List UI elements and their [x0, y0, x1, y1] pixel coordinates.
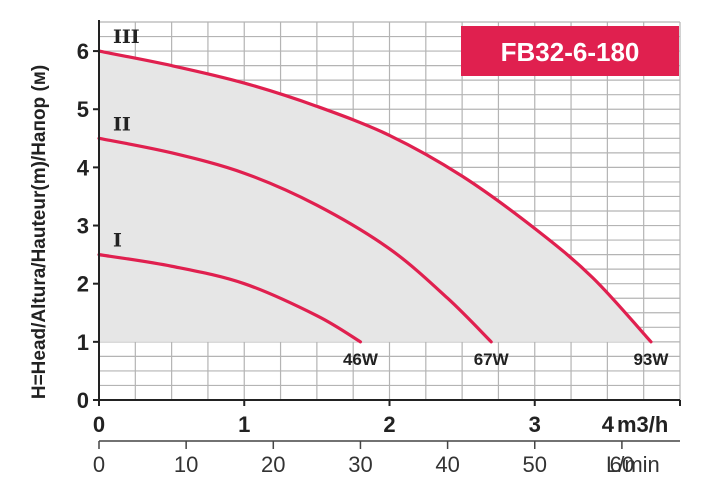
- x-axis-unit-label: m3/h: [617, 412, 668, 437]
- x2-tick-label: 60: [610, 452, 634, 477]
- y-tick-label: 0: [77, 388, 89, 413]
- x-tick-label: 0: [93, 412, 105, 437]
- x-tick-labels: 0 1 2 3 4: [93, 400, 681, 437]
- curve-power-label: 67W: [474, 350, 510, 369]
- x-tick-label: 4: [602, 412, 615, 437]
- chart-title: FB32-6-180: [501, 37, 640, 67]
- x2-tick-label: 40: [435, 452, 459, 477]
- y-tick-labels: 0 1 2 3 4 5 6: [77, 39, 99, 413]
- y-axis-label: H=Head/Altura/Hauteur(m)/Напор (м): [29, 65, 50, 399]
- x-tick-label: 1: [238, 412, 250, 437]
- curve-labels: I 46W II 67W III 93W: [113, 26, 669, 369]
- x2-axis-unit-label: L/min: [606, 452, 660, 477]
- x-tick-label: 3: [529, 412, 541, 437]
- x2-tick-label: 0: [93, 452, 105, 477]
- y-tick-label: 2: [77, 272, 89, 297]
- curves: [97, 49, 653, 344]
- y-tick-label: 6: [77, 39, 89, 64]
- x2-tick-label: 30: [348, 452, 372, 477]
- y-tick-label: 1: [77, 330, 89, 355]
- curve-name-label: I: [113, 230, 122, 252]
- x2-tick-label: 20: [261, 452, 285, 477]
- curve-I: [97, 253, 363, 344]
- title-badge-background: [461, 26, 679, 76]
- y-tick-label: 5: [77, 97, 89, 122]
- curve-II: [97, 136, 493, 344]
- curve-name-label: II: [113, 113, 131, 135]
- curve-III: [97, 49, 653, 344]
- curve-power-label: 93W: [633, 350, 669, 369]
- y-tick-label: 3: [77, 214, 89, 239]
- operating-area: [99, 51, 651, 342]
- x-tick-label: 2: [383, 412, 395, 437]
- x2-tick-label: 50: [523, 452, 547, 477]
- x2-tick-label: 10: [174, 452, 198, 477]
- title-badge: FB32-6-180: [461, 26, 679, 76]
- curve-power-label: 46W: [343, 350, 379, 369]
- y-tick-label: 4: [77, 155, 90, 180]
- curve-name-label: III: [113, 26, 140, 48]
- x2-tick-labels: 0 10 20 30 40 50 60: [93, 441, 634, 477]
